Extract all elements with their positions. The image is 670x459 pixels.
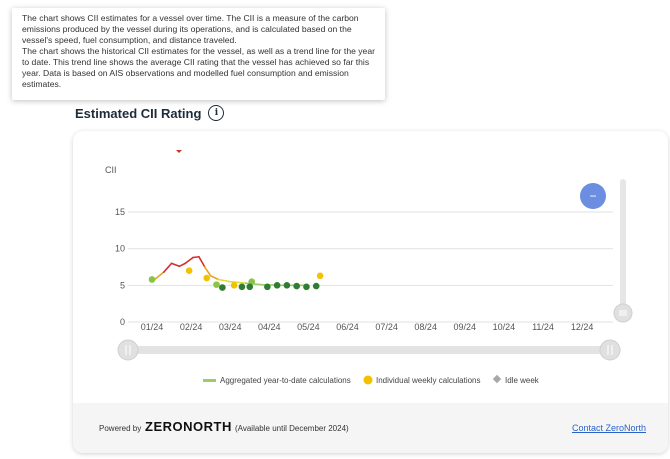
legend-idle-label: Idle week bbox=[505, 376, 540, 385]
weekly-point bbox=[248, 278, 256, 285]
legend-item-weekly[interactable]: Individual weekly calculations bbox=[363, 375, 481, 386]
x-tick-label: 02/24 bbox=[180, 322, 203, 332]
x-tick-label: 01/24 bbox=[141, 322, 164, 332]
horizontal-range-slider[interactable] bbox=[117, 339, 621, 361]
aggregated-line-segment bbox=[192, 255, 200, 259]
x-tick-label: 05/24 bbox=[297, 322, 320, 332]
aggregated-line-segment bbox=[162, 262, 173, 273]
legend-weekly-label: Individual weekly calculations bbox=[376, 376, 481, 385]
aggregated-line-segment bbox=[203, 266, 212, 277]
x-tick-label: 07/24 bbox=[375, 322, 398, 332]
weekly-point-dark bbox=[312, 282, 320, 290]
x-tick-label: 11/24 bbox=[532, 322, 554, 332]
aggregated-line-segment bbox=[209, 275, 220, 281]
y-tick-label: 15 bbox=[115, 207, 125, 217]
legend-item-aggregated[interactable]: Aggregated year-to-date calculations bbox=[203, 376, 351, 385]
aggregated-line-segment bbox=[170, 262, 181, 268]
range-slider-right-handle[interactable] bbox=[599, 339, 621, 361]
x-tick-label: 04/24 bbox=[258, 322, 281, 332]
vertical-scrollbar[interactable] bbox=[613, 179, 633, 323]
weekly-point-dark bbox=[303, 283, 310, 291]
x-tick-label: 09/24 bbox=[454, 322, 477, 332]
chart-description-tooltip: The chart shows CII estimates for a vess… bbox=[12, 8, 385, 100]
powered-by-label: Powered by bbox=[99, 424, 142, 433]
legend: Aggregated year-to-date calculations Ind… bbox=[203, 374, 540, 386]
weekly-point-dark bbox=[264, 283, 271, 291]
chart-title: Estimated CII Rating bbox=[75, 105, 202, 121]
info-icon[interactable]: i bbox=[208, 105, 225, 121]
aggregated-line-segment bbox=[178, 262, 187, 268]
legend-item-idle[interactable]: Idle week bbox=[492, 374, 540, 385]
weekly-point bbox=[213, 281, 220, 288]
weekly-point-dark bbox=[238, 283, 246, 291]
legend-idle-swatch bbox=[492, 374, 502, 384]
zoom-out-button[interactable]: − bbox=[580, 183, 606, 209]
contact-zeronorth-link[interactable]: Contact ZeroNorth bbox=[571, 423, 646, 433]
zeronorth-logo: ZERONORTH bbox=[145, 419, 232, 434]
top-marker-icon bbox=[176, 150, 182, 153]
weekly-point-dark bbox=[246, 283, 254, 291]
x-tick-label: 10/24 bbox=[493, 322, 516, 332]
legend-aggregated-label: Aggregated year-to-date calculations bbox=[220, 376, 351, 385]
aggregated-line-segment bbox=[198, 255, 206, 268]
weekly-point bbox=[203, 274, 211, 282]
weekly-point-dark bbox=[283, 282, 291, 289]
y-tick-label: 5 bbox=[120, 280, 125, 290]
aggregated-line-segment bbox=[184, 256, 194, 265]
availability-note: (Available until December 2024) bbox=[235, 424, 349, 433]
chart-grid bbox=[128, 211, 613, 323]
x-tick-label: 12/24 bbox=[571, 322, 594, 332]
y-axis-label: CII bbox=[105, 165, 117, 175]
vertical-scroll-track[interactable] bbox=[620, 179, 626, 317]
zoom-out-icon: − bbox=[589, 189, 596, 203]
chart-heading: Estimated CII Rating i bbox=[75, 105, 225, 121]
x-tick-label: 08/24 bbox=[414, 322, 437, 332]
footer: Powered by ZERONORTH (Available until De… bbox=[73, 403, 668, 453]
vertical-scroll-handle[interactable] bbox=[613, 303, 633, 323]
weekly-point-dark bbox=[293, 282, 300, 290]
y-tick-label: 10 bbox=[115, 244, 125, 254]
x-tick-label: 06/24 bbox=[336, 322, 359, 332]
y-tick-labels: 0 5 10 15 bbox=[115, 207, 125, 327]
aggregated-line-segment bbox=[229, 280, 247, 284]
chart-card: CII 0 5 10 15 01/24 02/24 03/24 04/24 05/24 06/2… bbox=[73, 131, 668, 453]
series-layer bbox=[148, 255, 324, 291]
weekly-point-dark bbox=[219, 284, 226, 291]
weekly-point bbox=[230, 282, 238, 289]
legend-weekly-swatch bbox=[363, 375, 373, 385]
weekly-point bbox=[316, 272, 324, 280]
cii-chart: CII 0 5 10 15 01/24 02/24 03/24 04/24 05/24 06/2… bbox=[105, 150, 633, 386]
tooltip-paragraph-2: The chart shows the historical CII estim… bbox=[22, 46, 375, 89]
weekly-point bbox=[185, 267, 193, 274]
x-tick-label: 03/24 bbox=[219, 322, 242, 332]
aggregated-line-segment bbox=[217, 278, 231, 283]
x-tick-labels: 01/24 02/24 03/24 04/24 05/24 06/24 07/24 08/24… bbox=[141, 322, 594, 332]
range-slider-track[interactable] bbox=[128, 346, 611, 354]
y-tick-label: 0 bbox=[120, 317, 125, 327]
legend-aggregated-swatch bbox=[203, 379, 216, 382]
range-slider-left-handle[interactable] bbox=[117, 339, 139, 361]
weekly-point-dark bbox=[273, 282, 281, 289]
weekly-point bbox=[148, 276, 156, 283]
tooltip-paragraph-1: The chart shows CII estimates for a vess… bbox=[22, 13, 359, 45]
